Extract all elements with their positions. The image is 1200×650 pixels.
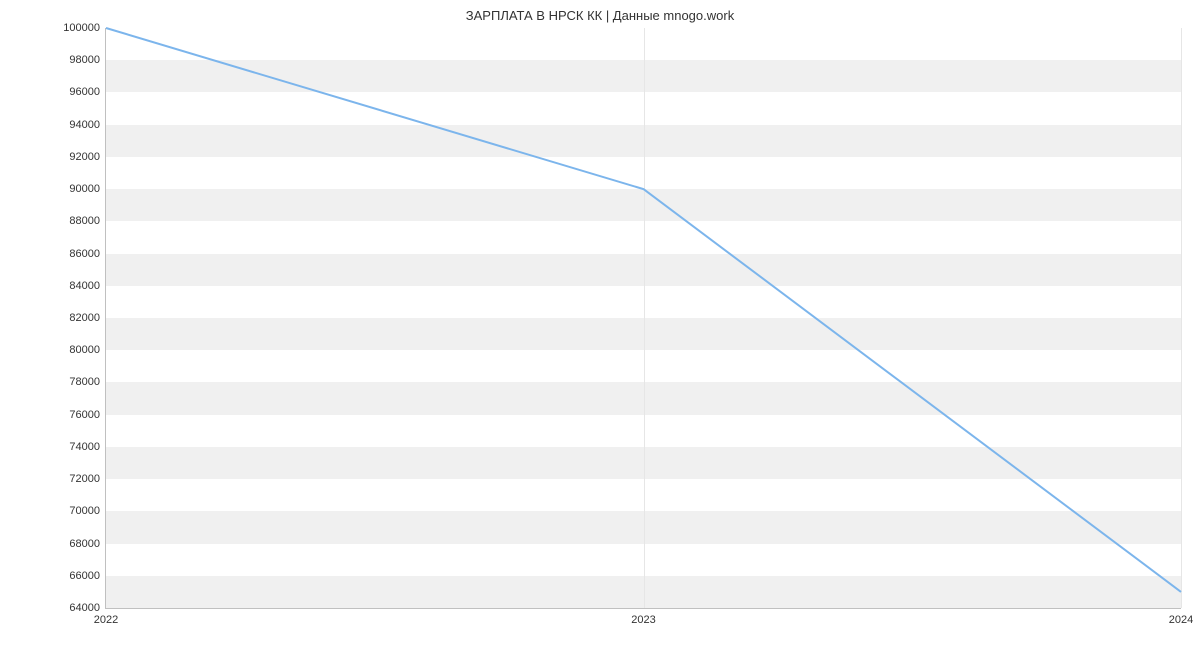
y-tick-label: 100000 (63, 22, 106, 34)
chart-title: ЗАРПЛАТА В НРСК КК | Данные mnogo.work (0, 0, 1200, 23)
y-tick-label: 82000 (69, 312, 106, 324)
y-tick-label: 80000 (69, 344, 106, 356)
x-tick-label: 2024 (1169, 608, 1193, 626)
y-tick-label: 98000 (69, 54, 106, 66)
y-tick-label: 74000 (69, 441, 106, 453)
y-tick-label: 72000 (69, 473, 106, 485)
plot-area: 6400066000680007000072000740007600078000… (105, 28, 1181, 609)
x-tick-label: 2023 (631, 608, 655, 626)
y-tick-label: 76000 (69, 409, 106, 421)
y-tick-label: 66000 (69, 570, 106, 582)
x-tick-label: 2022 (94, 608, 118, 626)
y-tick-label: 92000 (69, 151, 106, 163)
y-tick-label: 96000 (69, 86, 106, 98)
y-tick-label: 70000 (69, 505, 106, 517)
y-tick-label: 86000 (69, 248, 106, 260)
y-tick-label: 68000 (69, 538, 106, 550)
y-tick-label: 88000 (69, 215, 106, 227)
y-tick-label: 94000 (69, 119, 106, 131)
series-line-salary (106, 28, 1181, 592)
y-tick-label: 90000 (69, 183, 106, 195)
salary-chart: ЗАРПЛАТА В НРСК КК | Данные mnogo.work 6… (0, 0, 1200, 650)
x-grid-line (1181, 28, 1182, 608)
y-tick-label: 84000 (69, 280, 106, 292)
y-tick-label: 78000 (69, 376, 106, 388)
chart-line-series (106, 28, 1181, 608)
